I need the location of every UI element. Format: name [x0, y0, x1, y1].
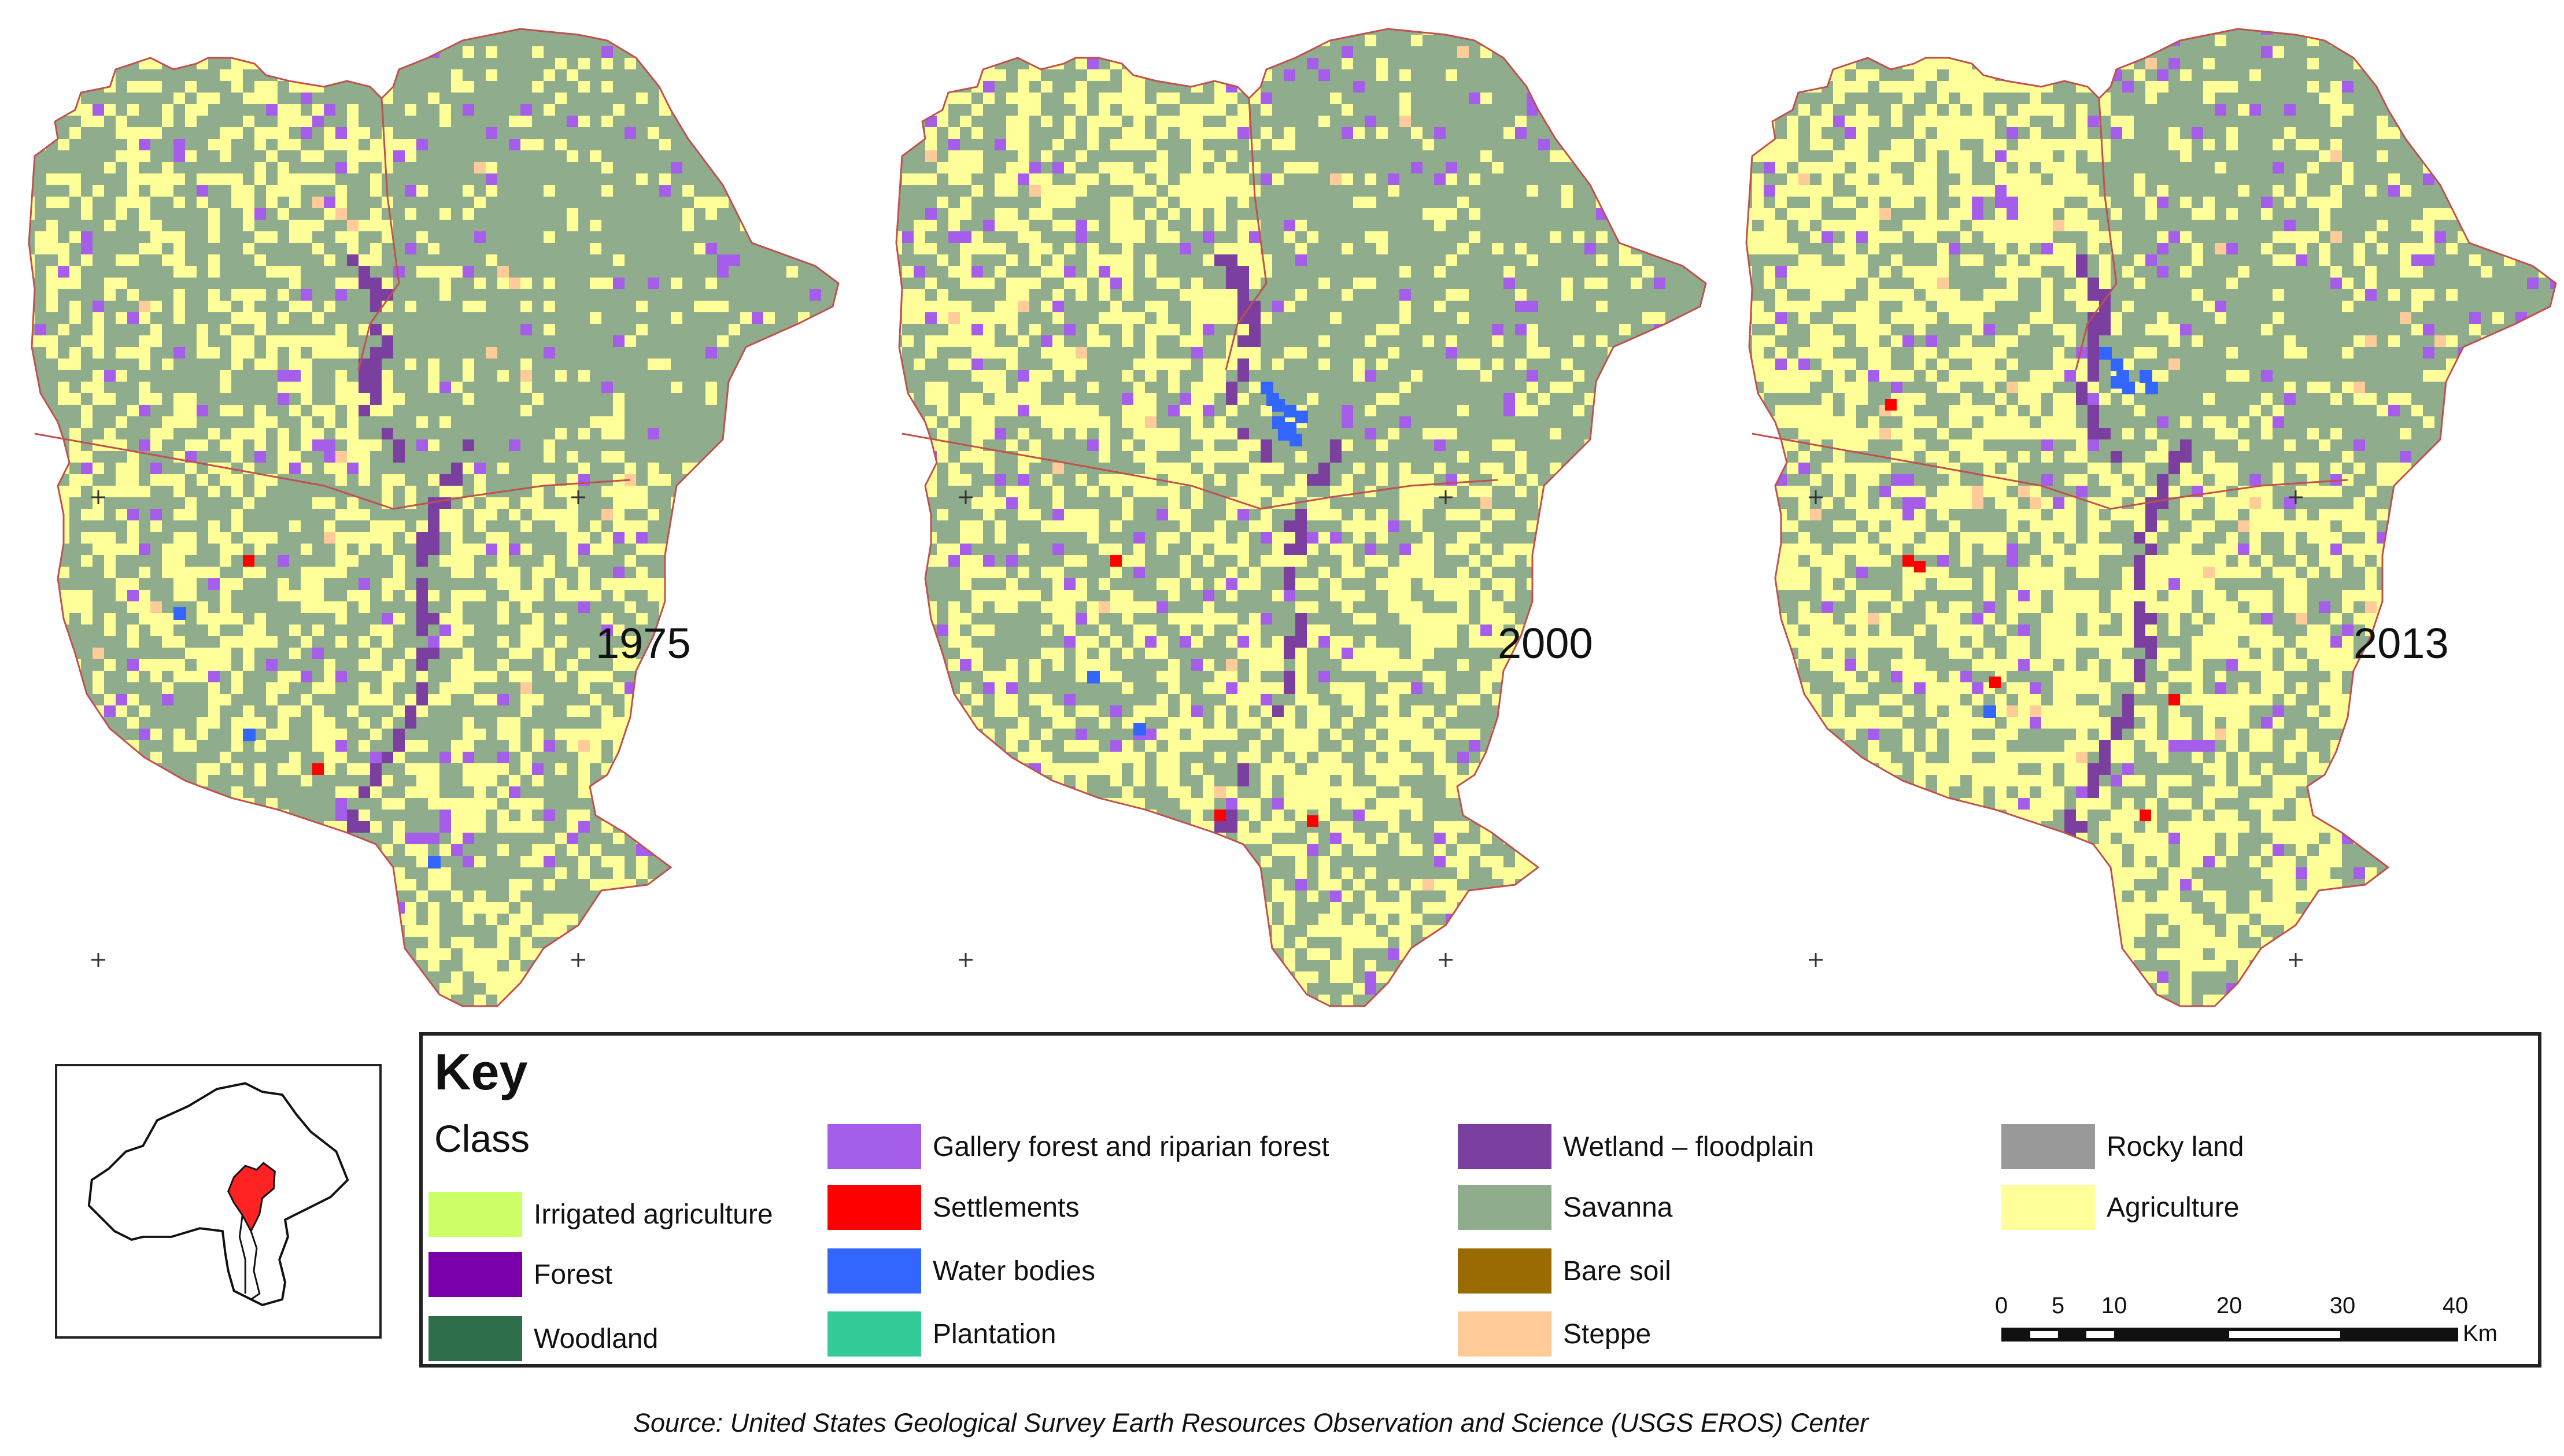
- graticule-cross: [1439, 490, 1453, 504]
- legend-item-savanna: Savanna: [1458, 1185, 1673, 1230]
- legend-label: Woodland: [534, 1323, 659, 1354]
- year-label: 1975: [596, 619, 691, 667]
- legend-label: Irrigated agriculture: [534, 1199, 773, 1230]
- legend-swatch: [827, 1311, 921, 1357]
- land-cover-map: [28, 28, 840, 1007]
- legend-item-agriculture: Agriculture: [2001, 1185, 2239, 1230]
- legend-swatch: [1458, 1311, 1551, 1357]
- graticule-cross: [91, 953, 105, 967]
- scale-bar-segment: [2030, 1331, 2058, 1338]
- land-cover-map: [895, 28, 1707, 1007]
- scale-tick-label: 20: [2216, 1293, 2242, 1318]
- country-outline: [87, 1082, 349, 1307]
- graticule-cross: [2289, 490, 2303, 504]
- legend-item-settlements: Settlements: [827, 1185, 1079, 1230]
- legend-label: Forest: [534, 1259, 613, 1290]
- land-cover-mosaic: [1746, 29, 2556, 1006]
- legend-item-gallery-forest: Gallery forest and riparian forest: [827, 1124, 1329, 1169]
- legend-swatch: [2001, 1124, 2095, 1169]
- source-credit: Source: United States Geological Survey …: [633, 1408, 1868, 1437]
- land-cover-mosaic: [29, 29, 838, 1006]
- legend-label: Wetland – floodplain: [1563, 1131, 1815, 1162]
- legend-swatch: [428, 1192, 522, 1237]
- legend: Key Class Irrigated agriculture Forest W…: [419, 1032, 2541, 1368]
- legend-item-bare-soil: Bare soil: [1458, 1248, 1671, 1294]
- year-label: 2013: [2354, 619, 2449, 667]
- scale-unit: Km: [2463, 1321, 2498, 1346]
- scale-bar-segment: [2229, 1331, 2340, 1338]
- graticule-cross: [1439, 953, 1453, 967]
- graticule-cross: [959, 490, 973, 504]
- graticule-cross: [2289, 953, 2303, 967]
- legend-swatch: [1458, 1124, 1551, 1169]
- scale-bar: 0 5 10 20 30 40 Km: [1984, 1278, 2504, 1365]
- legend-item-forest: Forest: [428, 1252, 612, 1297]
- graticule-cross: [959, 953, 973, 967]
- locator-map: [55, 1064, 382, 1339]
- legend-swatch: [428, 1252, 522, 1297]
- legend-swatch: [1458, 1185, 1551, 1230]
- scale-bar-segment: [2086, 1331, 2114, 1338]
- legend-item-wetland-floodplain: Wetland – floodplain: [1458, 1124, 1814, 1169]
- scale-tick-label: 0: [1995, 1293, 2008, 1318]
- legend-label: Savanna: [1563, 1192, 1673, 1223]
- legend-label: Plantation: [933, 1318, 1056, 1350]
- legend-swatch: [428, 1316, 522, 1361]
- legend-label: Steppe: [1563, 1318, 1652, 1350]
- legend-label: Settlements: [933, 1192, 1080, 1223]
- legend-label: Gallery forest and riparian forest: [933, 1131, 1329, 1162]
- legend-item-irrigated-agriculture: Irrigated agriculture: [428, 1192, 773, 1237]
- region-outline: [1745, 28, 2557, 1007]
- graticule-cross: [571, 490, 585, 504]
- scale-tick-label: 30: [2330, 1293, 2356, 1318]
- legend-swatch: [2001, 1185, 2095, 1230]
- land-cover-mosaic: [896, 29, 1706, 1006]
- legend-label: Rocky land: [2107, 1131, 2244, 1162]
- legend-item-water-bodies: Water bodies: [827, 1248, 1095, 1294]
- graticule-cross: [1809, 953, 1823, 967]
- legend-label: Bare soil: [1563, 1255, 1671, 1287]
- legend-label: Water bodies: [933, 1255, 1096, 1287]
- map-1975: 1975: [23, 23, 844, 1029]
- map-2000: 2000: [891, 23, 1712, 1029]
- legend-label: Agriculture: [2107, 1192, 2240, 1223]
- map-2013: 2013: [1741, 23, 2562, 1029]
- region-outline: [895, 28, 1707, 1007]
- scale-tick-label: 40: [2443, 1293, 2469, 1318]
- legend-class-title: Class: [434, 1117, 530, 1160]
- graticule-cross: [91, 490, 105, 504]
- region-outline: [28, 28, 840, 1007]
- graticule-cross: [1809, 490, 1823, 504]
- legend-swatch: [827, 1124, 921, 1169]
- land-cover-map: [1745, 28, 2557, 1007]
- scale-tick-label: 10: [2101, 1293, 2127, 1318]
- legend-item-woodland: Woodland: [428, 1316, 658, 1361]
- legend-item-plantation: Plantation: [827, 1311, 1056, 1357]
- legend-item-rocky-land: Rocky land: [2001, 1124, 2244, 1169]
- graticule-cross: [571, 953, 585, 967]
- year-label: 2000: [1498, 619, 1593, 667]
- scale-tick-label: 5: [2052, 1293, 2064, 1318]
- legend-swatch: [827, 1248, 921, 1294]
- legend-title: Key: [434, 1043, 528, 1100]
- legend-swatch: [827, 1185, 921, 1230]
- legend-swatch: [1458, 1248, 1551, 1294]
- legend-item-steppe: Steppe: [1458, 1311, 1651, 1357]
